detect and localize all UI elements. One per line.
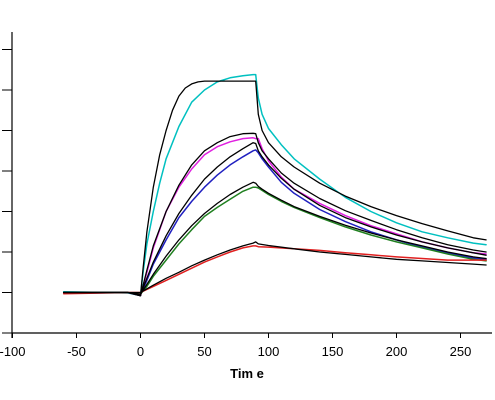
x-axis-ticks: -100 -50 0 50 100 150 200 250 <box>0 333 471 359</box>
x-tick-label: -100 <box>0 344 26 359</box>
x-tick-label: 50 <box>197 344 211 359</box>
series-line-8 <box>63 142 487 296</box>
series-line-9 <box>63 181 487 295</box>
series-line-6 <box>63 80 487 297</box>
series-line-5 <box>62 245 487 295</box>
y-axis-ticks <box>2 49 12 334</box>
x-tick-label: 250 <box>450 344 472 359</box>
series-lines <box>62 73 487 297</box>
series-line-4 <box>62 186 487 295</box>
x-tick-label: 200 <box>386 344 408 359</box>
x-tick-label: 100 <box>258 344 280 359</box>
axes <box>11 32 492 338</box>
series-line-1 <box>62 73 487 297</box>
x-tick-label: -50 <box>67 344 86 359</box>
x-axis-label: Tim e <box>230 366 264 381</box>
series-line-7 <box>63 132 487 297</box>
series-line-10 <box>63 241 487 294</box>
series-line-2 <box>62 137 487 297</box>
x-tick-label: 150 <box>322 344 344 359</box>
x-tick-label: 0 <box>137 344 144 359</box>
